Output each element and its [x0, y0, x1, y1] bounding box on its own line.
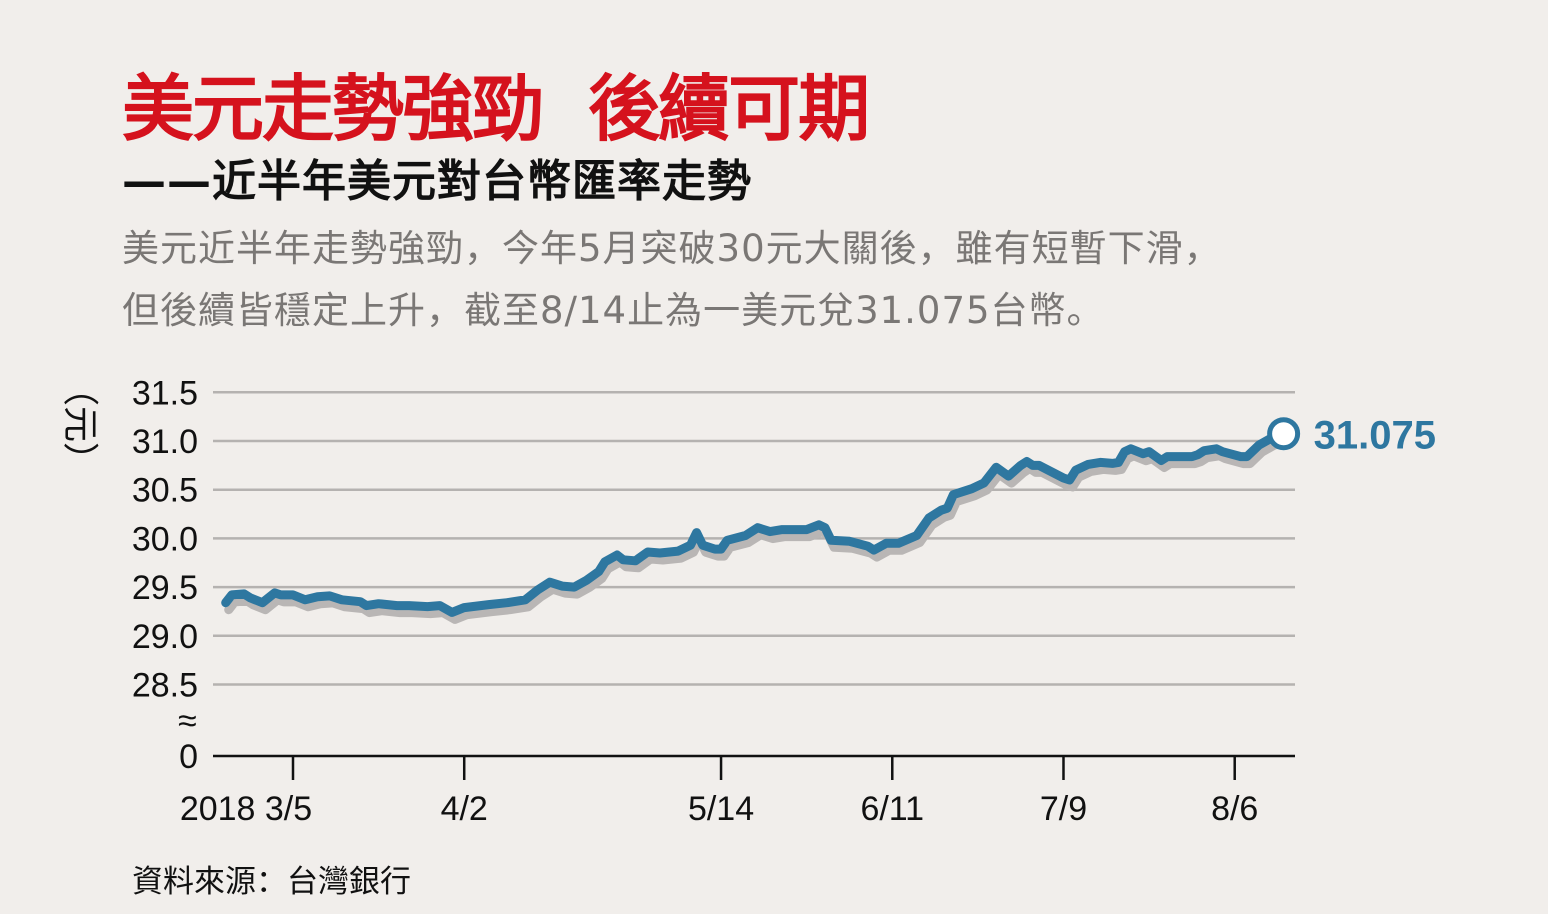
y-tick-label: 0	[179, 738, 198, 776]
chart-subtitle: ——近半年美元對台幣匯率走勢	[122, 156, 752, 207]
y-tick-label: 31.0	[132, 423, 198, 461]
end-point-marker	[1267, 417, 1301, 451]
y-axis-label: （元）	[59, 370, 100, 478]
x-tick-label: 2018 3/5	[180, 790, 312, 828]
source-note: 資料來源：台灣銀行	[132, 864, 411, 900]
x-tick-label: 7/9	[1040, 790, 1087, 828]
y-tick-label: 29.0	[132, 618, 198, 656]
y-tick-label: 28.5	[132, 667, 198, 705]
x-tick-label: 5/14	[688, 790, 754, 828]
description-line: 美元近半年走勢強勁，今年5月突破30元大關後，雖有短暫下滑，	[122, 227, 1222, 270]
x-tick-label: 8/6	[1211, 790, 1258, 828]
y-tick-label: 29.5	[132, 569, 198, 607]
y-tick-label: 31.5	[132, 374, 198, 412]
series-line-shadow	[224, 436, 1292, 624]
y-tick-label: 30.5	[132, 472, 198, 510]
end-value-label: 31.075	[1314, 414, 1436, 458]
description-line: 但後續皆穩定上升，截至8/14止為一美元兌31.075台幣。	[122, 289, 1105, 332]
y-tick-label: 30.0	[132, 520, 198, 558]
description: 美元近半年走勢強勁，今年5月突破30元大關後，雖有短暫下滑， 但後續皆穩定上升，…	[122, 218, 1462, 342]
series-line	[221, 429, 1289, 617]
chart-title: 美元走勢強勁 後續可期	[122, 66, 870, 151]
x-tick-label: 6/11	[860, 790, 924, 828]
axis-break-symbol: ≈	[178, 702, 197, 740]
x-tick-label: 4/2	[441, 790, 488, 828]
